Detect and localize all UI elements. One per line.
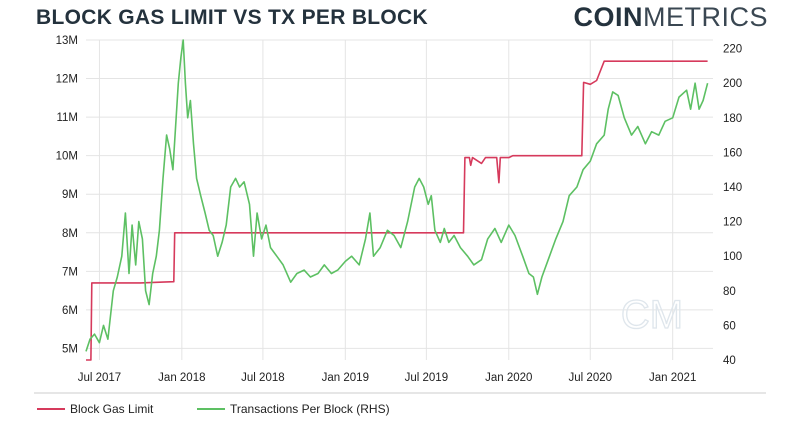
logo-word-light: METRICS — [643, 2, 768, 32]
y-right-tick-label: 140 — [723, 182, 742, 194]
y-left-tick-label: 7M — [62, 266, 78, 278]
series-layer — [85, 39, 709, 361]
y-right-tick-label: 200 — [723, 78, 742, 90]
y-right-tick-label: 40 — [723, 355, 736, 367]
y-left-tick-label: 9M — [62, 189, 78, 201]
legend-label: Block Gas Limit — [70, 402, 154, 416]
y-left-tick-label: 5M — [62, 343, 78, 355]
y-right-tick-label: 100 — [723, 251, 742, 263]
y-left-tick-label: 6M — [62, 305, 78, 317]
y-right-tick-label: 180 — [723, 113, 742, 125]
watermark-cm: CM — [621, 293, 683, 337]
y-right-tick-label: 120 — [723, 217, 742, 229]
y-left-tick-label: 13M — [56, 35, 78, 47]
coinmetrics-logo: COINMETRICS — [574, 2, 769, 33]
legend: Block Gas Limit Transactions Per Block (R… — [34, 392, 766, 416]
grid-layer — [86, 39, 713, 360]
y-right-tick-label: 160 — [723, 147, 742, 159]
chart-title: BLOCK GAS LIMIT VS TX PER BLOCK — [36, 6, 428, 29]
x-tick-label: Jul 2020 — [569, 372, 612, 384]
y-left-tick-label: 12M — [56, 74, 78, 86]
axis-layer: Jul 2017 Jan 2018 Jul 2018 Jan 2019 Jul 2019… — [56, 35, 743, 384]
x-tick-label: Jan 2021 — [649, 372, 696, 384]
logo-word-bold: COIN — [573, 2, 643, 32]
y-left-tick-label: 11M — [56, 112, 78, 124]
x-tick-label: Jul 2017 — [78, 372, 121, 384]
x-tick-label: Jan 2020 — [485, 372, 532, 384]
legend-label: Transactions Per Block (RHS) — [230, 402, 390, 416]
x-tick-label: Jul 2019 — [405, 372, 448, 384]
x-tick-label: Jul 2018 — [241, 372, 284, 384]
x-tick-label: Jan 2018 — [158, 372, 205, 384]
x-tick-label: Jan 2019 — [322, 372, 369, 384]
y-right-tick-label: 220 — [723, 44, 742, 56]
y-left-tick-label: 8M — [62, 228, 78, 240]
y-right-tick-label: 80 — [723, 286, 736, 298]
series-line-gas-limit — [86, 60, 708, 361]
series-line-tx-per-block — [85, 39, 709, 352]
y-right-tick-label: 60 — [723, 320, 736, 332]
y-left-tick-label: 10M — [56, 151, 78, 163]
